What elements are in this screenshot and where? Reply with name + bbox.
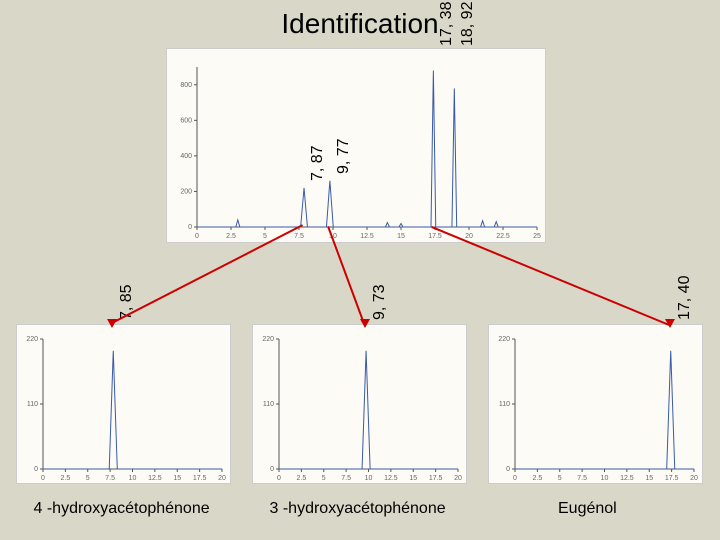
svg-text:17.5: 17.5 (428, 233, 442, 240)
svg-text:220: 220 (26, 336, 38, 343)
ref-chromatogram-2: 0 2.5 5 7.5 10 12.5 15 17.5 20 0 110 220 (488, 324, 703, 484)
svg-text:17.5: 17.5 (193, 475, 207, 482)
svg-text:800: 800 (180, 82, 192, 89)
caption-0: 4 -hydroxyacétophénone (34, 500, 210, 518)
svg-text:0: 0 (277, 475, 281, 482)
svg-text:15: 15 (397, 233, 405, 240)
svg-text:220: 220 (262, 336, 274, 343)
rt-label-main-0: 7, 87 (309, 145, 327, 181)
caption-1: 3 -hydroxyacétophénone (270, 500, 446, 518)
svg-text:20: 20 (454, 475, 462, 482)
svg-text:7.5: 7.5 (577, 475, 587, 482)
svg-text:12.5: 12.5 (360, 233, 374, 240)
rt-label-main-1: 9, 77 (335, 138, 353, 174)
svg-text:10: 10 (365, 475, 373, 482)
ref-chromatogram-0: 0 2.5 5 7.5 10 12.5 15 17.5 20 0 110 220 (16, 324, 231, 484)
svg-text:7.5: 7.5 (294, 233, 304, 240)
connector-arrowhead (107, 319, 117, 328)
svg-text:17.5: 17.5 (429, 475, 443, 482)
svg-text:20: 20 (465, 233, 473, 240)
svg-text:200: 200 (180, 188, 192, 195)
svg-text:600: 600 (180, 117, 192, 124)
svg-text:110: 110 (27, 401, 38, 408)
svg-text:7.5: 7.5 (341, 475, 351, 482)
svg-text:5: 5 (86, 475, 90, 482)
svg-text:0: 0 (188, 224, 192, 231)
connector-arrowhead (665, 319, 675, 328)
page-title: Identification (281, 8, 438, 40)
svg-text:12.5: 12.5 (620, 475, 634, 482)
svg-text:10: 10 (129, 475, 137, 482)
rt-label-ref-2: 17, 40 (676, 276, 694, 320)
svg-text:220: 220 (498, 336, 510, 343)
svg-text:15: 15 (173, 475, 181, 482)
svg-text:110: 110 (499, 401, 510, 408)
main-chromatogram-panel: 02.557.51012.51517.52022.525020040060080… (166, 48, 546, 243)
connector-arrowhead (360, 319, 370, 328)
svg-text:20: 20 (690, 475, 698, 482)
svg-text:15: 15 (645, 475, 653, 482)
svg-text:0: 0 (270, 466, 274, 473)
svg-text:0: 0 (34, 466, 38, 473)
svg-text:17.5: 17.5 (665, 475, 679, 482)
svg-text:2.5: 2.5 (297, 475, 307, 482)
svg-text:0: 0 (41, 475, 45, 482)
connector-line (432, 226, 670, 326)
svg-text:0: 0 (195, 233, 199, 240)
svg-text:2.5: 2.5 (61, 475, 71, 482)
svg-text:12.5: 12.5 (148, 475, 162, 482)
svg-text:2.5: 2.5 (533, 475, 543, 482)
svg-text:5: 5 (263, 233, 267, 240)
svg-text:0: 0 (506, 466, 510, 473)
svg-text:25: 25 (533, 233, 541, 240)
svg-text:15: 15 (409, 475, 417, 482)
svg-text:5: 5 (322, 475, 326, 482)
svg-text:20: 20 (218, 475, 226, 482)
svg-text:12.5: 12.5 (384, 475, 398, 482)
svg-text:22.5: 22.5 (496, 233, 510, 240)
svg-text:110: 110 (263, 401, 274, 408)
svg-text:7.5: 7.5 (105, 475, 115, 482)
ref-chromatogram-1: 0 2.5 5 7.5 10 12.5 15 17.5 20 0 110 220 (252, 324, 467, 484)
svg-text:10: 10 (601, 475, 609, 482)
svg-text:2.5: 2.5 (226, 233, 236, 240)
caption-2: Eugénol (558, 500, 617, 518)
rt-label-main-3: 18, 92 (459, 2, 477, 46)
rt-label-ref-1: 9, 73 (371, 284, 389, 320)
svg-text:5: 5 (558, 475, 562, 482)
rt-label-main-2: 17, 38 (438, 2, 456, 46)
svg-text:400: 400 (180, 153, 192, 160)
svg-text:0: 0 (513, 475, 517, 482)
